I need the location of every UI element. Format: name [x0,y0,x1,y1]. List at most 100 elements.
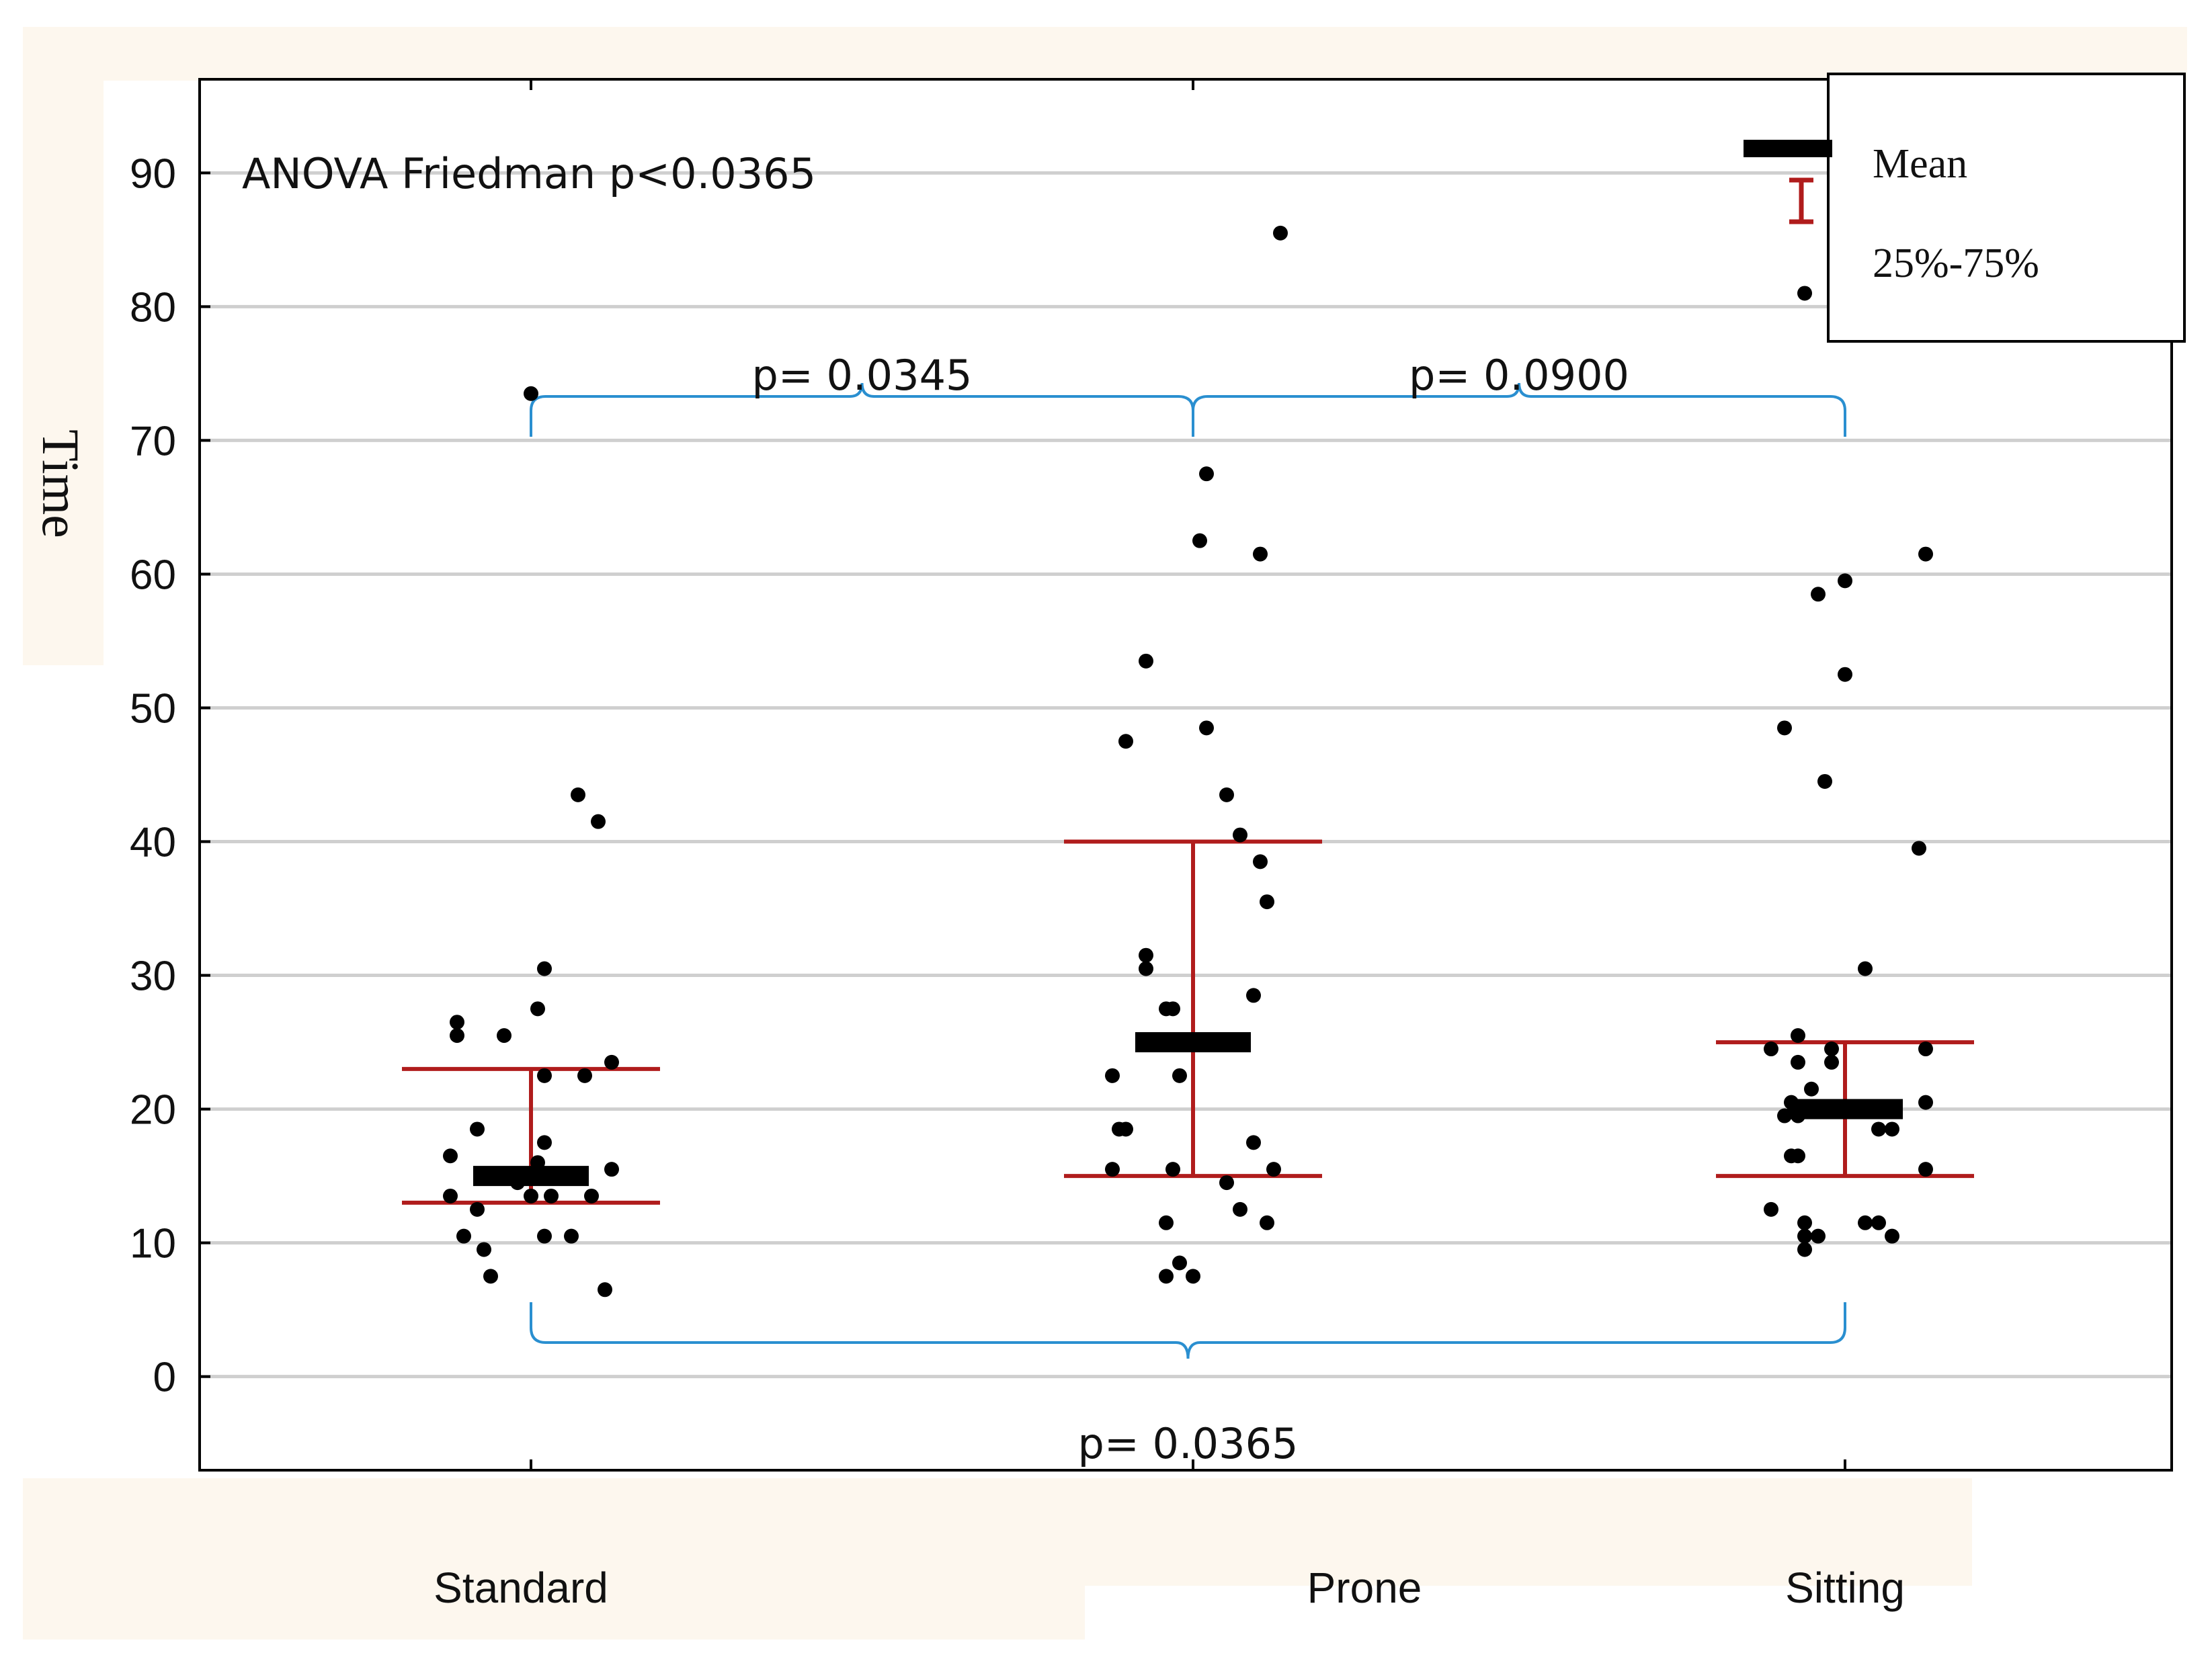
x-category-label: Standard [434,1564,608,1612]
quartile-range-bars [402,839,1974,1205]
y-tick-label: 50 [130,685,176,732]
data-point [1260,1215,1274,1230]
data-point [1246,988,1261,1003]
data-point [604,1054,619,1070]
data-point [1918,1042,1933,1057]
y-axis-ticks: 0 10 20 30 40 50 60 70 80 90 [130,151,210,1401]
data-point [443,1148,458,1164]
y-tick-label: 20 [130,1087,176,1134]
data-point [1797,1242,1812,1257]
data-point [1811,587,1826,602]
data-point [1253,546,1268,562]
data-point [1266,1162,1281,1177]
comparison-bracket [530,382,1194,437]
data-point [1159,1269,1174,1284]
data-point [584,1188,599,1203]
data-point [1186,1269,1200,1284]
data-point [1918,546,1933,562]
data-point [1165,1001,1180,1017]
data-point [1273,225,1288,241]
plot-frame [198,78,2173,1472]
legend-range-swatch [1789,177,1813,224]
data-point [1139,653,1153,669]
comparison-bracket [1192,382,1846,437]
y-tick-label: 70 [130,418,176,464]
data-point [1219,787,1234,802]
background-panel-bottom [23,1478,1085,1640]
data-point [1811,1228,1826,1244]
legend-mean-swatch [1744,140,1832,157]
anova-annotation: ANOVA Friedman p<0.0365 [242,149,816,198]
data-point [1824,1042,1839,1057]
data-point [450,1028,464,1044]
data-point [1791,1108,1805,1123]
data-point [443,1188,458,1203]
data-point [1791,1028,1805,1044]
data-point [1192,533,1207,548]
data-point [1260,894,1274,910]
mean-markers [473,1032,1903,1187]
data-point [1791,1054,1805,1070]
comparison-p-value: p= 0.0900 [1409,351,1629,400]
data-point [1246,1135,1261,1150]
data-point [530,1001,545,1017]
data-point [510,1175,525,1191]
data-point [1797,1228,1812,1244]
comparison-p-value: p= 0.0345 [752,351,973,400]
legend-range-label: 25%-75% [1873,241,2039,286]
data-point [1165,1162,1180,1177]
data-point [1885,1121,1899,1137]
data-point [1777,720,1792,736]
data-point [577,1068,592,1083]
data-point [530,1155,545,1171]
data-point [537,1068,552,1083]
y-tick-label: 0 [153,1355,176,1401]
data-point [1139,947,1153,963]
data-point [1838,667,1852,682]
data-points [443,225,1933,1298]
data-point [470,1201,485,1217]
data-point [1797,1215,1812,1230]
data-point [537,1228,552,1244]
y-tick-label: 90 [130,151,176,197]
data-point [483,1269,498,1284]
mean-marker [1787,1099,1903,1119]
data-point [1918,1162,1933,1177]
data-point [1817,773,1832,789]
data-point [591,814,606,829]
data-point [470,1121,485,1137]
data-point [544,1188,559,1203]
y-axis-label: Time [32,429,90,538]
data-point [524,1188,538,1203]
data-point [1858,961,1873,976]
data-point [1871,1215,1886,1230]
data-point [1159,1215,1174,1230]
data-point [1233,827,1247,843]
data-point [1253,854,1268,869]
y-tick-label: 10 [130,1221,176,1267]
data-point [1139,961,1153,976]
data-point [1199,720,1214,736]
data-point [537,961,552,976]
data-point [1918,1095,1933,1110]
mean-marker [473,1166,589,1187]
comparison-bracket [530,1302,1846,1359]
data-point [1885,1228,1899,1244]
legend-box [1827,73,2186,343]
data-point [456,1228,471,1244]
background-panel-left [23,27,104,665]
comparison-brackets: p= 0.0345 p= 0.0900 p= 0.0365 [530,351,1846,1468]
background-panel-right-bottom [1085,1478,1972,1586]
data-point [1824,1054,1839,1070]
data-point [1858,1215,1873,1230]
y-tick-label: 80 [130,284,176,331]
data-point [1797,286,1812,301]
legend: Mean 25%-75% [1744,73,2186,343]
data-point [537,1135,552,1150]
y-tick-label: 30 [130,953,176,1000]
data-point [1105,1162,1120,1177]
comparison-p-value: p= 0.0365 [1078,1419,1299,1468]
data-point [497,1028,511,1044]
data-point [1233,1201,1247,1217]
